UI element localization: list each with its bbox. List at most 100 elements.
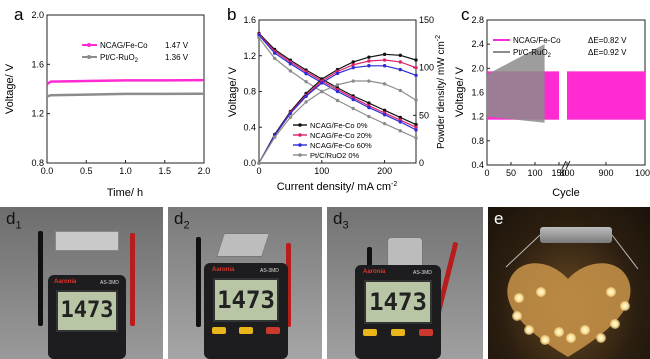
multimeter: Aaronia AS-3MD 1473 bbox=[355, 265, 441, 359]
legend-marker bbox=[298, 153, 302, 157]
led-light bbox=[536, 287, 546, 297]
y-right-tick-label: 100 bbox=[419, 63, 434, 73]
led-light bbox=[606, 287, 616, 297]
data-point bbox=[320, 81, 324, 85]
series-line-1 bbox=[46, 78, 205, 86]
y-tick-label: 1.6 bbox=[243, 15, 256, 25]
data-point bbox=[304, 71, 308, 76]
data-point bbox=[382, 121, 387, 126]
data-point bbox=[351, 65, 355, 70]
legend-c-2-de: ΔE=0.92 V bbox=[588, 48, 627, 57]
x-tick-label: 2.0 bbox=[198, 166, 211, 176]
legend-marker bbox=[298, 143, 302, 147]
x-tick-label: 0.5 bbox=[80, 166, 93, 176]
legend-b: NCAG/Fe-Co 0%NCAG/Fe-Co 20%NCAG/Fe-Co 60… bbox=[293, 121, 372, 160]
data-point bbox=[335, 98, 340, 103]
data-point bbox=[351, 79, 355, 83]
x-tick-label: 0 bbox=[256, 166, 261, 176]
x-tick-label: 50 bbox=[506, 168, 516, 178]
data-point bbox=[304, 100, 308, 104]
y-tick-label: 2.0 bbox=[471, 63, 484, 73]
data-point bbox=[288, 111, 293, 116]
meter-button bbox=[239, 327, 253, 334]
led-light bbox=[554, 327, 564, 337]
data-point bbox=[398, 88, 402, 93]
y-tick-label: 0.8 bbox=[471, 136, 484, 146]
data-point bbox=[257, 161, 261, 165]
ylabel-b-right: Powder density/ mW cm-2 bbox=[435, 35, 447, 149]
data-point bbox=[382, 108, 387, 112]
probe-red bbox=[130, 233, 135, 326]
photo-d2-label: d2 bbox=[174, 209, 190, 232]
data-point bbox=[335, 71, 340, 76]
probe-black bbox=[38, 231, 43, 326]
data-point bbox=[367, 64, 371, 68]
legend-c: NCAG/Fe-Co ΔE=0.82 V Pt/C-RuO2 ΔE=0.92 V bbox=[493, 36, 627, 59]
data-point bbox=[351, 63, 355, 67]
data-point bbox=[257, 36, 261, 40]
x-tick-label: 0.0 bbox=[41, 166, 54, 176]
data-point bbox=[382, 52, 387, 57]
x-tick-label: 1.5 bbox=[158, 166, 171, 176]
data-point bbox=[320, 89, 324, 94]
data-point bbox=[398, 120, 402, 124]
meter-button bbox=[391, 329, 405, 336]
heart-board bbox=[507, 263, 631, 357]
y-tick-label: 1.6 bbox=[471, 88, 484, 98]
y-right-tick-label: 150 bbox=[419, 15, 434, 25]
data-point bbox=[367, 105, 371, 110]
data-point bbox=[414, 65, 418, 70]
battery-cylinder bbox=[540, 227, 612, 243]
legend-label: Pt/C/RuO2 0% bbox=[310, 151, 360, 160]
meter-brand: Aaronia bbox=[363, 269, 386, 275]
data-point bbox=[273, 56, 277, 61]
data-point bbox=[382, 64, 387, 68]
y-tick-label: 0.0 bbox=[243, 158, 256, 168]
axis-break bbox=[561, 160, 571, 170]
y-tick-label: 0.4 bbox=[471, 160, 484, 170]
panel-a-letter: a bbox=[14, 5, 24, 24]
legend-label: NCAG/Fe-Co 0% bbox=[310, 121, 368, 130]
ylabel-a: Voltage/ V bbox=[4, 63, 16, 114]
photo-d1-label: d1 bbox=[6, 209, 22, 232]
meter-button bbox=[212, 327, 226, 334]
data-point bbox=[273, 51, 277, 55]
data-point bbox=[414, 125, 418, 129]
led-light bbox=[566, 333, 576, 343]
data-point bbox=[288, 62, 293, 66]
x-tick-label: 1000 bbox=[635, 168, 650, 178]
series-line-2 bbox=[46, 92, 205, 98]
chart-b: b 0.0 0.4 0.8 1.2 1.6 0 50 100 150 0 100 200 Volt… bbox=[227, 5, 447, 193]
photo-d2: d2 Aaronia AS-3MD 1473 bbox=[168, 207, 322, 359]
data-point bbox=[414, 98, 418, 102]
band-ncag-seg2 bbox=[567, 71, 645, 120]
data-point bbox=[398, 129, 402, 133]
data-point bbox=[304, 94, 308, 98]
probe-black bbox=[196, 237, 201, 327]
led-light bbox=[524, 325, 534, 335]
ylabel-b-left: Voltage/ V bbox=[227, 66, 239, 117]
y-tick-label: 2.8 bbox=[471, 15, 484, 25]
meter-button bbox=[363, 329, 377, 336]
data-point bbox=[414, 128, 418, 132]
legend-a-2-name: Pt/C-RuO2 bbox=[100, 53, 139, 64]
legend-c-2-name: Pt/C-RuO2 bbox=[513, 48, 552, 59]
data-point bbox=[382, 113, 387, 117]
chart-a: a 0.8 1.2 1.6 2.0 0.0 0.5 1.0 1.5 2.0 Voltage/ … bbox=[4, 5, 211, 199]
x-tick-label: 1.0 bbox=[119, 166, 132, 176]
photo-d3: d3 Aaronia AS-3MD 1473 bbox=[327, 207, 483, 359]
data-point bbox=[288, 69, 293, 73]
led-light bbox=[514, 293, 524, 303]
ylabel-c: Voltage/ V bbox=[455, 66, 466, 117]
series-line-1 bbox=[258, 32, 417, 126]
meter-display: 1473 bbox=[213, 278, 279, 322]
legend-a: NCAG/Fe-Co 1.47 V Pt/C-RuO2 1.36 V bbox=[82, 41, 189, 64]
legend-label: NCAG/Fe-Co 60% bbox=[310, 141, 372, 150]
data-point bbox=[382, 58, 387, 62]
photo-e: e bbox=[488, 207, 650, 359]
y-tick-label: 0.8 bbox=[243, 87, 256, 97]
band-ptc bbox=[487, 44, 545, 123]
data-point bbox=[367, 114, 371, 119]
multimeter: Aaronia AS-3MD 1473 bbox=[204, 263, 288, 359]
legend-a-1-value: 1.47 V bbox=[165, 41, 189, 50]
